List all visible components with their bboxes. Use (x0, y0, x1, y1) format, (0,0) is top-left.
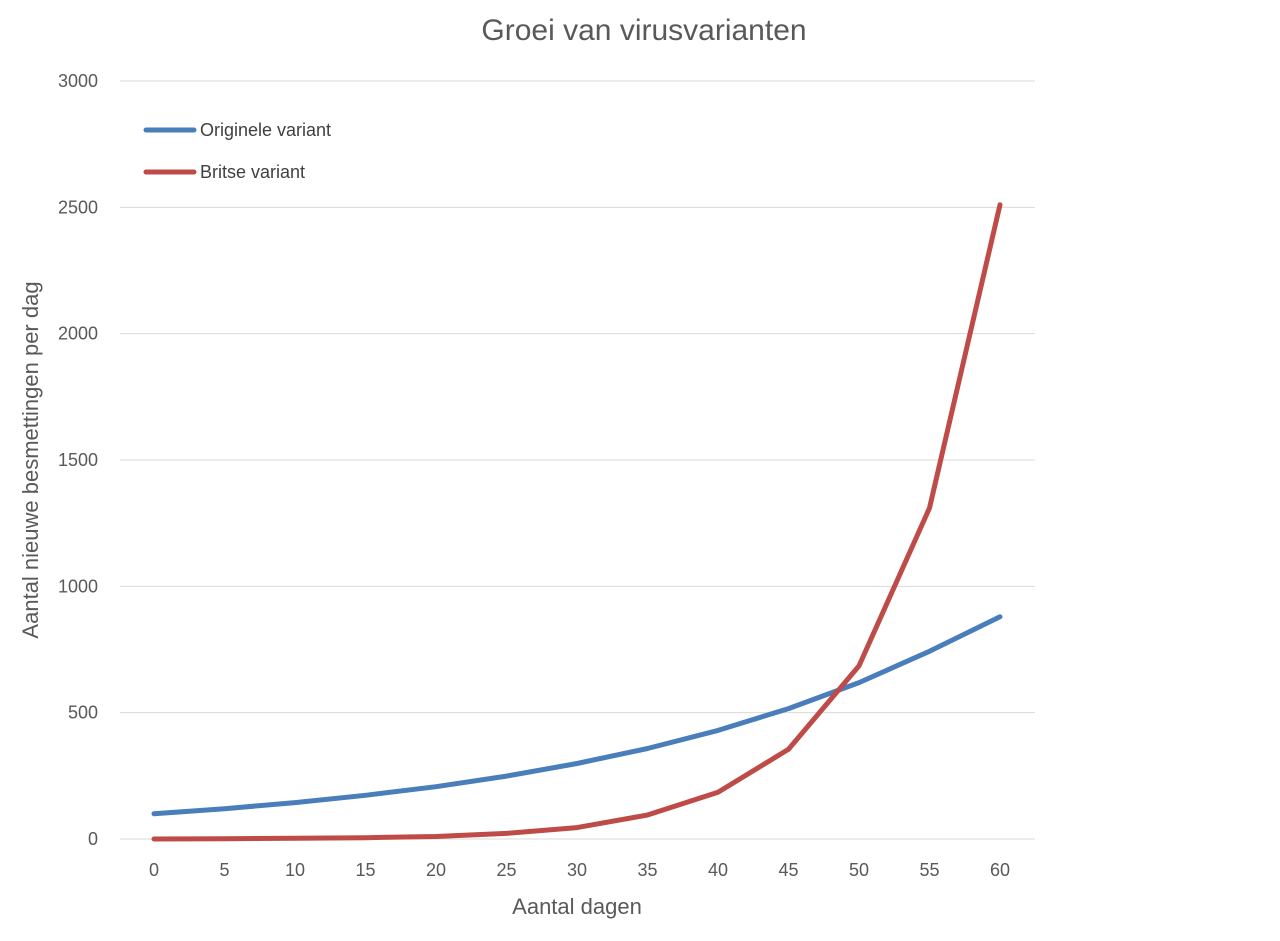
series-line-2 (151, 202, 1003, 842)
x-tick-label: 25 (496, 860, 516, 880)
y-tick-label: 1000 (58, 576, 98, 596)
y-axis-title: Aantal nieuwe besmettingen per dag (18, 281, 43, 638)
y-tick-label: 1500 (58, 450, 98, 470)
x-axis-ticks: 0 5 10 15 20 25 30 35 40 45 50 55 60 (149, 860, 1010, 880)
gridlines (120, 80, 1035, 840)
y-tick-label: 2500 (58, 197, 98, 217)
x-tick-label: 40 (708, 860, 728, 880)
legend-label: Britse variant (200, 162, 305, 182)
x-axis-title: Aantal dagen (512, 894, 642, 919)
y-tick-label: 2000 (58, 324, 98, 344)
y-tick-label: 3000 (58, 71, 98, 91)
x-tick-label: 20 (426, 860, 446, 880)
x-tick-label: 45 (778, 860, 798, 880)
series-lines (151, 202, 1003, 842)
x-tick-label: 5 (219, 860, 229, 880)
x-tick-label: 55 (919, 860, 939, 880)
y-axis-ticks: 0 500 1000 1500 2000 2500 3000 (58, 71, 98, 849)
legend-label: Originele variant (200, 120, 331, 140)
x-tick-label: 0 (149, 860, 159, 880)
x-tick-label: 35 (637, 860, 657, 880)
y-tick-label: 500 (68, 703, 98, 723)
x-tick-label: 15 (355, 860, 375, 880)
x-tick-label: 60 (990, 860, 1010, 880)
series-line-1 (151, 614, 1003, 817)
x-tick-label: 50 (849, 860, 869, 880)
chart-title: Groei van virusvarianten (481, 14, 806, 47)
legend: Originele variant Britse variant (143, 120, 331, 182)
x-tick-label: 30 (567, 860, 587, 880)
x-tick-label: 10 (285, 860, 305, 880)
y-tick-label: 0 (88, 829, 98, 849)
